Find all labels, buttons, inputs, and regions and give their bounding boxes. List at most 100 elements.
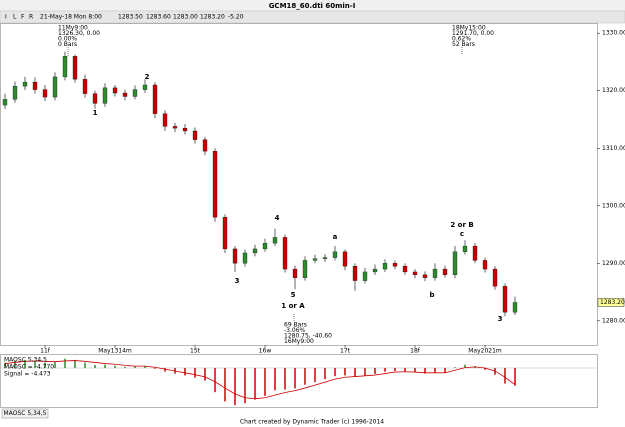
note-line: 11My9:00: [58, 25, 88, 32]
header-value: 1283.60: [146, 14, 171, 21]
note-line: 0.00%: [58, 36, 77, 43]
candle-body: [482, 260, 488, 270]
candle-body: [292, 268, 298, 278]
y-tick-label: 1280.00: [602, 317, 625, 324]
note-line: 16My9:00: [284, 338, 314, 345]
candle-body: [362, 271, 368, 281]
footer: Chart created by Dynamic Trader (c) 1996…: [240, 419, 384, 426]
note-line: 1326.30, 0.00: [58, 30, 100, 37]
candle-body: [162, 113, 168, 127]
candle-body: [312, 258, 318, 261]
toolbar-button[interactable]: R: [29, 14, 33, 21]
toolbar-button[interactable]: L: [13, 14, 17, 21]
y-tick-label: 1310.00: [602, 145, 625, 152]
wave-label: 3: [235, 277, 240, 285]
y-tick-label: 1300.00: [602, 202, 625, 209]
indicator-tab[interactable]: [1, 408, 49, 419]
wave-label: 2 or B: [450, 221, 473, 229]
x-tick-label: 11f: [40, 348, 51, 355]
candle-body: [42, 89, 48, 98]
x-tick-label: May2021m: [468, 348, 502, 355]
candle-body: [342, 251, 348, 267]
note-line: 0 Bars: [58, 41, 77, 48]
header-value: -5.20: [228, 14, 244, 21]
candle-body: [192, 130, 198, 140]
wave-label: 4: [275, 214, 280, 222]
candle-body: [132, 89, 138, 97]
candle-body: [382, 263, 388, 270]
window-title: GCM18_60.dti 60min-I: [269, 2, 356, 10]
candle-body: [102, 87, 108, 104]
x-tick-label: 16w: [259, 348, 272, 355]
candle-body: [152, 84, 158, 114]
indicator-readout: Signal = -4.473: [4, 371, 51, 378]
candle-body: [432, 268, 438, 278]
candle-body: [242, 252, 248, 264]
wave-label: 5: [291, 291, 296, 299]
candle-body: [462, 245, 468, 252]
indicator-title: MAOSC 5,34,5: [4, 357, 47, 364]
candle-body: [52, 76, 58, 98]
candle-body: [392, 263, 398, 267]
candle-body: [212, 150, 218, 218]
candle-body: [62, 56, 68, 78]
header-value: 1283.50: [118, 14, 143, 21]
last-price-label: 1283.20: [600, 299, 625, 306]
indicator-tab-label[interactable]: MAOSC 5,34,5: [4, 410, 47, 417]
candle-body: [232, 248, 238, 264]
x-tick-label: 18f: [410, 348, 421, 355]
candle-body: [322, 257, 328, 259]
note-line: 0.62%: [452, 36, 471, 43]
wave-label: b: [429, 291, 434, 299]
candle-body: [202, 139, 208, 152]
candle-body: [182, 127, 188, 132]
wave-label: 1: [93, 109, 98, 117]
candle-body: [12, 85, 18, 100]
note-line: 69 Bars: [284, 322, 307, 329]
y-tick-label: 1330.00: [602, 30, 625, 37]
wave-label: c: [460, 230, 464, 238]
indicator-readout: MAOSC = -4.770: [4, 364, 54, 371]
candle-body: [452, 251, 458, 275]
wave-label: 1 or A: [281, 302, 305, 310]
note-line: 52 Bars: [452, 41, 475, 48]
y-tick-label: 1320.00: [602, 87, 625, 94]
wave-label: 2: [145, 73, 150, 81]
candle-body: [302, 260, 308, 278]
candle-body: [142, 84, 148, 90]
candle-body: [442, 268, 448, 275]
candle-body: [72, 56, 78, 80]
candle-body: [282, 237, 288, 270]
candle-body: [412, 271, 418, 275]
toolbar: [0, 10, 625, 24]
y-tick-label: 1290.00: [602, 260, 625, 267]
price-panel: [0, 23, 598, 346]
candle-body: [352, 266, 358, 281]
candle-body: [402, 266, 408, 273]
note-line: 1280.75, -40.60: [284, 333, 332, 340]
candle-body: [22, 81, 28, 87]
wave-label: a: [333, 233, 338, 241]
note-line: 1291.70, 0.00: [452, 30, 494, 37]
candle-body: [492, 268, 498, 287]
x-tick-label: 15t: [190, 348, 201, 355]
note-line: -3.06%: [284, 327, 306, 334]
candle-body: [122, 92, 128, 97]
wave-label: 3: [498, 315, 503, 323]
candle-body: [82, 79, 88, 94]
toolbar-button[interactable]: I: [5, 14, 7, 21]
signal-line: [4, 360, 516, 400]
header-value: 1283.20: [200, 14, 225, 21]
candle-body: [272, 237, 278, 244]
x-tick-label: 17t: [340, 348, 351, 355]
candle-body: [372, 268, 378, 273]
candle-body: [502, 286, 508, 313]
candle-body: [92, 93, 98, 104]
candle-body: [512, 302, 518, 313]
toolbar-button[interactable]: F: [21, 14, 25, 21]
note-line: 18My15:00: [452, 25, 486, 32]
x-tick-label: May1314m: [98, 348, 132, 355]
last-price-tag: [597, 298, 625, 307]
